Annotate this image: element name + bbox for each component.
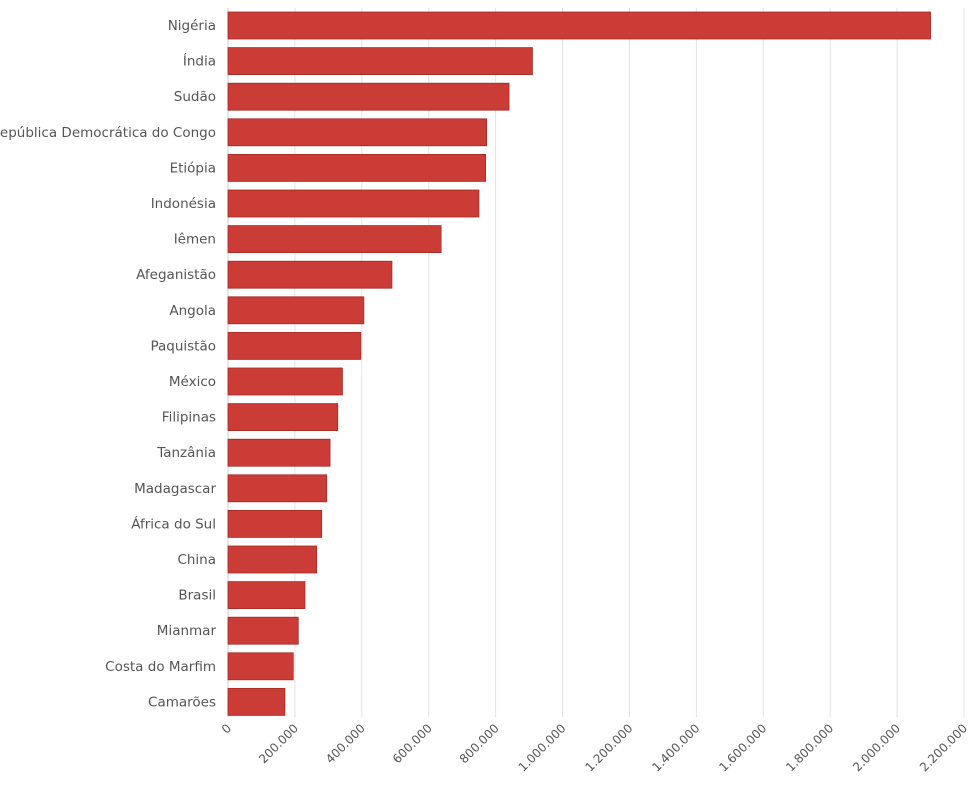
category-labels: Nigéria Índia Sudão República Democrática d… — [0, 18, 216, 710]
category-label: Brasil — [178, 588, 216, 604]
category-label: Mianmar — [157, 623, 217, 639]
x-tick-label: 0 — [219, 721, 234, 736]
x-tick-label: 2.200.000 — [917, 721, 970, 774]
bar[interactable] — [227, 545, 318, 574]
category-label: México — [169, 374, 216, 390]
category-label: Angola — [169, 303, 216, 319]
bar[interactable] — [227, 296, 365, 325]
category-label: Camarões — [148, 694, 216, 710]
bar[interactable] — [227, 438, 331, 467]
bar[interactable] — [227, 616, 299, 645]
bar[interactable] — [227, 225, 442, 254]
bar[interactable] — [227, 47, 533, 75]
category-label: Etiópia — [170, 160, 216, 176]
bar[interactable] — [227, 118, 488, 147]
bar[interactable] — [227, 474, 328, 503]
x-axis-ticks: 0 200.000 400.000 600.000 800.000 1.000.000 1.… — [219, 721, 970, 774]
bar[interactable] — [227, 189, 480, 218]
x-tick-label: 600.000 — [390, 721, 435, 766]
category-label: Paquistão — [150, 338, 216, 354]
x-tick-label: 1.000.000 — [516, 721, 569, 774]
x-tick-label: 800.000 — [457, 721, 502, 766]
x-tick-label: 1.600.000 — [716, 721, 769, 774]
category-label: República Democrática do Congo — [0, 125, 216, 141]
category-label: Costa do Marfim — [105, 659, 216, 675]
category-label: Sudão — [174, 89, 216, 105]
x-tick-label: 400.000 — [323, 721, 368, 766]
bar[interactable] — [227, 509, 323, 538]
bar-layer — [227, 11, 931, 716]
x-tick-label: 1.800.000 — [783, 721, 836, 774]
bar[interactable] — [227, 652, 294, 681]
bar[interactable] — [227, 688, 286, 716]
category-label: Madagascar — [134, 481, 216, 497]
bar[interactable] — [227, 260, 393, 289]
bar[interactable] — [227, 331, 362, 360]
category-label: Indonésia — [151, 196, 216, 212]
category-label: Iêmen — [174, 232, 216, 248]
grid-layer — [227, 8, 965, 717]
x-tick-label: 200.000 — [256, 721, 301, 766]
bar[interactable] — [227, 367, 343, 396]
bar[interactable] — [227, 581, 306, 609]
category-label: Afeganistão — [136, 267, 216, 283]
x-tick-label: 2.000.000 — [850, 721, 903, 774]
x-tick-label: 1.400.000 — [649, 721, 702, 774]
x-tick-label: 1.200.000 — [582, 721, 635, 774]
category-label: Filipinas — [162, 410, 216, 426]
bar[interactable] — [227, 82, 510, 111]
category-label: África do Sul — [131, 515, 216, 532]
bar[interactable] — [227, 11, 931, 40]
bar[interactable] — [227, 153, 487, 182]
bar[interactable] — [227, 403, 339, 432]
category-label: Nigéria — [168, 18, 216, 34]
category-label: Tanzânia — [156, 445, 216, 461]
category-label: Índia — [183, 53, 216, 70]
category-label: China — [177, 552, 216, 568]
